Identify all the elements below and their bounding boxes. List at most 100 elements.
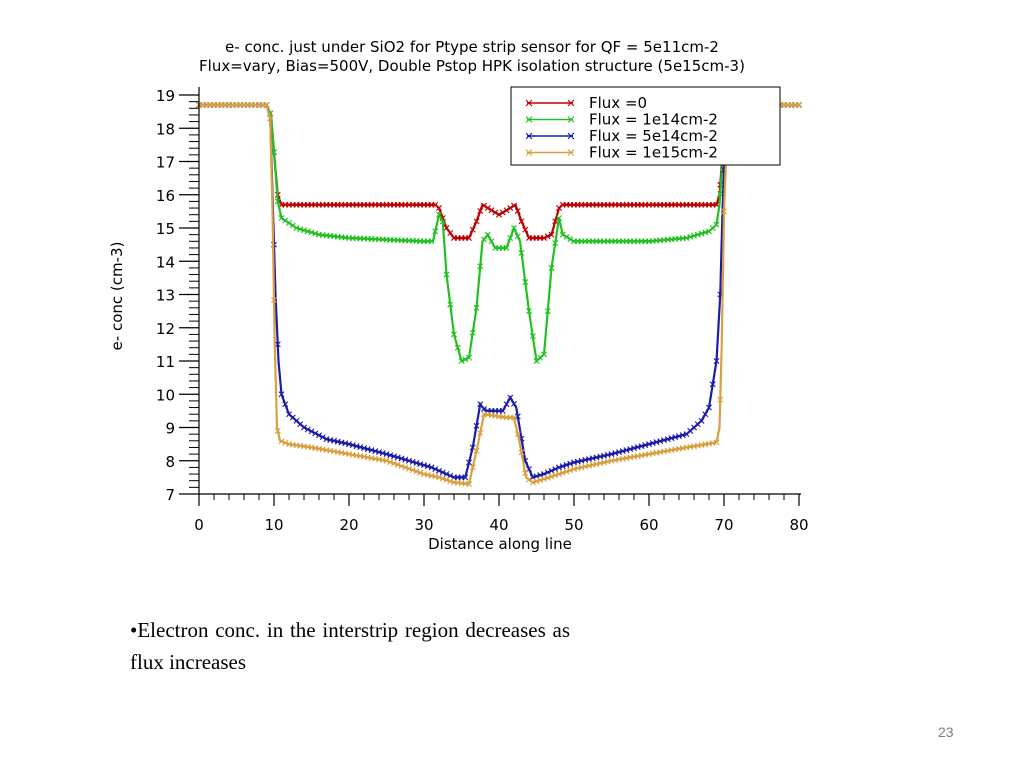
data-point	[278, 215, 285, 222]
data-point	[271, 297, 277, 304]
data-point	[394, 461, 401, 468]
y-tick-label: 14	[156, 253, 175, 271]
legend-entry: Flux =0	[525, 94, 647, 112]
data-point	[406, 457, 412, 464]
data-point	[417, 461, 424, 468]
data-point	[552, 466, 559, 473]
data-point	[319, 434, 326, 441]
data-point	[698, 417, 705, 424]
data-point	[263, 101, 270, 108]
data-point	[563, 461, 570, 468]
data-point	[499, 407, 506, 414]
data-point	[713, 439, 720, 446]
data-point	[511, 414, 517, 421]
y-tick-label: 8	[165, 453, 175, 471]
data-point	[308, 428, 315, 435]
y-axis-label: e- conc (cm-3)	[108, 242, 126, 351]
data-point	[274, 341, 281, 348]
data-point	[308, 229, 315, 236]
x-tick-label: 40	[489, 516, 508, 534]
data-point	[525, 116, 533, 123]
data-point	[421, 462, 427, 469]
data-point	[514, 207, 521, 214]
data-point	[503, 401, 510, 408]
data-point	[552, 472, 559, 479]
data-point	[282, 401, 289, 408]
data-point	[304, 228, 311, 235]
data-point	[525, 132, 533, 140]
x-tick-label: 70	[714, 516, 733, 534]
data-point	[563, 468, 570, 475]
data-point	[432, 228, 439, 235]
data-point	[488, 207, 495, 214]
data-point	[567, 460, 574, 467]
data-point	[492, 209, 499, 216]
data-point	[511, 202, 517, 209]
data-point	[402, 464, 409, 471]
data-point	[466, 234, 472, 241]
data-point	[409, 467, 416, 474]
data-point	[289, 222, 296, 229]
data-point	[713, 358, 720, 364]
data-point	[541, 234, 547, 241]
data-point	[398, 455, 405, 462]
data-point	[383, 457, 390, 464]
legend-label: Flux = 5e14cm-2	[589, 127, 718, 145]
data-point	[462, 474, 469, 481]
data-point	[466, 481, 472, 488]
data-point	[721, 208, 727, 215]
data-point	[522, 470, 529, 477]
data-point	[503, 207, 510, 214]
data-point	[473, 304, 480, 311]
data-point	[409, 458, 416, 465]
x-tick-label: 20	[339, 516, 358, 534]
data-point	[526, 476, 532, 483]
data-point	[507, 205, 514, 212]
data-point	[428, 238, 435, 245]
chart-title: e- conc. just under SiO2 for Ptype strip…	[225, 38, 719, 56]
data-point	[484, 205, 491, 212]
data-point	[537, 477, 544, 484]
data-point	[713, 221, 720, 228]
data-point	[447, 301, 454, 308]
data-point	[544, 308, 551, 315]
data-point	[436, 474, 442, 481]
data-point	[278, 391, 285, 398]
y-tick-label: 10	[156, 386, 175, 404]
data-point	[507, 394, 514, 401]
data-point	[503, 244, 510, 251]
data-point	[428, 464, 435, 471]
data-point	[473, 422, 480, 429]
legend-entry: Flux = 5e14cm-2	[525, 127, 718, 145]
chart: e- conc. just under SiO2 for Ptype strip…	[108, 38, 809, 553]
data-point	[466, 459, 472, 466]
y-axis: 7 8 9 10 11 12 13 14 15 16 17 18 19	[156, 87, 200, 504]
y-tick-label: 11	[156, 353, 175, 371]
data-point	[443, 471, 450, 478]
data-point	[477, 207, 484, 214]
bullet-text: •Electron conc. in the interstrip region…	[130, 618, 570, 674]
y-tick-label: 16	[156, 187, 175, 205]
data-point	[548, 264, 555, 271]
data-point	[469, 329, 476, 336]
data-point	[387, 452, 394, 459]
data-point	[552, 239, 559, 246]
data-point	[297, 226, 304, 233]
data-point	[488, 238, 495, 245]
data-point	[706, 404, 712, 411]
data-point	[316, 432, 322, 439]
data-point	[518, 218, 525, 225]
data-point	[511, 400, 517, 407]
page-number: 23	[938, 724, 954, 740]
data-point	[717, 396, 724, 403]
data-point	[286, 220, 292, 227]
data-point	[443, 225, 450, 231]
data-point	[529, 479, 536, 486]
data-point	[518, 249, 525, 256]
data-point	[391, 453, 397, 460]
data-point	[522, 226, 529, 233]
data-point	[499, 209, 506, 216]
data-point	[544, 233, 551, 240]
chart-subtitle: Flux=vary, Bias=500V, Double Pstop HPK i…	[199, 57, 745, 75]
data-point	[525, 149, 533, 156]
